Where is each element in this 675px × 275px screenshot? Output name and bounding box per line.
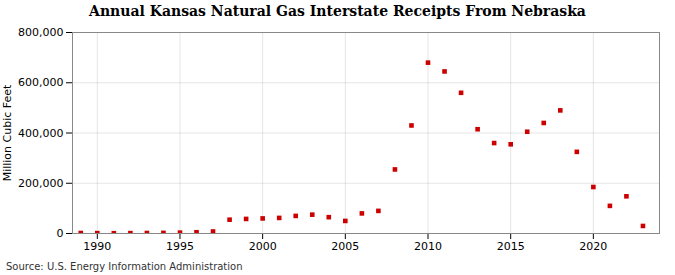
svg-text:1990: 1990 [83,240,111,253]
svg-text:2010: 2010 [414,240,442,253]
svg-text:200,000: 200,000 [18,177,64,190]
svg-text:2000: 2000 [249,240,277,253]
svg-text:2015: 2015 [497,240,525,253]
svg-text:800,000: 800,000 [18,26,64,39]
svg-text:2020: 2020 [579,240,607,253]
html-text:Source: U.S. Energy Informatio: Source: U.S. Energy Information Administ… [6,261,243,272]
svg-text:2005: 2005 [331,240,359,253]
svg-text:Million Cubic Feet: Million Cubic Feet [1,84,14,181]
svg-text:1995: 1995 [166,240,194,253]
svg-text:0: 0 [57,227,64,240]
svg-text:600,000: 600,000 [18,76,64,89]
html-text:Annual Kansas Natural Gas Inte: Annual Kansas Natural Gas Interstate Rec… [89,3,586,19]
svg-text:400,000: 400,000 [18,127,64,140]
